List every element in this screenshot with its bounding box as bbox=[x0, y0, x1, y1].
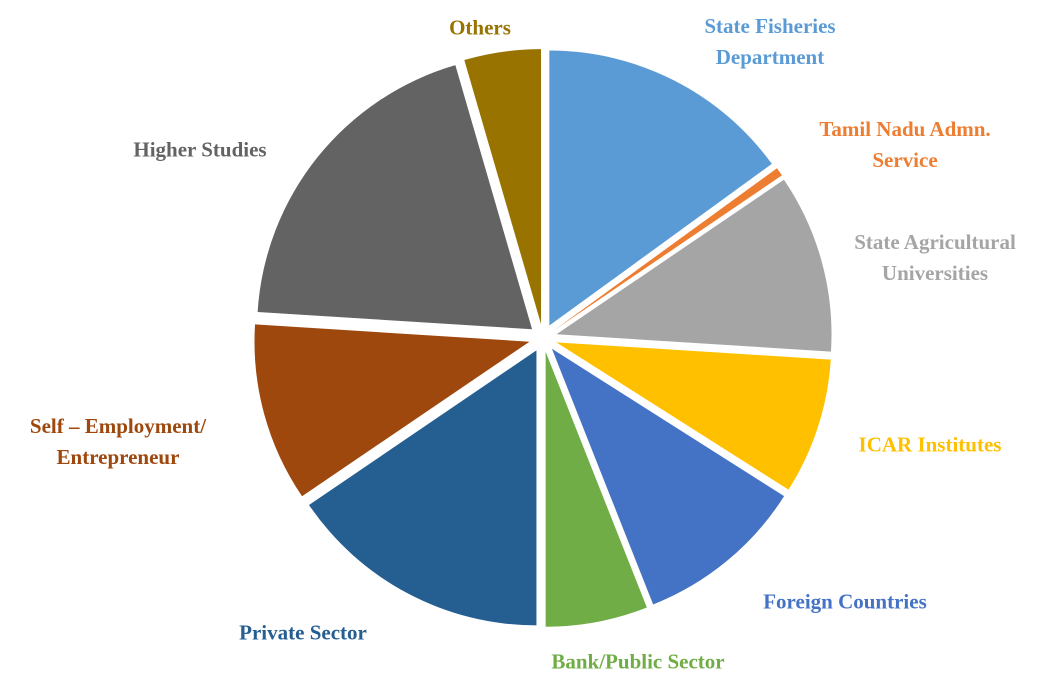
slice-label: Tamil Nadu Admn. Service bbox=[819, 117, 991, 172]
pie-slice bbox=[556, 342, 831, 490]
slice-label: State Fisheries Department bbox=[704, 14, 836, 69]
slice-label: Others bbox=[449, 15, 511, 40]
pie-slice bbox=[549, 50, 772, 326]
pie-slice bbox=[545, 351, 647, 627]
slice-label: Higher Studies bbox=[133, 137, 267, 162]
pie-slice bbox=[551, 348, 785, 605]
pie-slice bbox=[464, 49, 542, 325]
pie-slice bbox=[309, 350, 537, 626]
pie-slice bbox=[254, 324, 530, 497]
slice-label: Self – Employment/ Entrepreneur bbox=[29, 414, 207, 469]
pie-slice bbox=[556, 179, 832, 352]
slice-label: Foreign Countries bbox=[763, 589, 927, 614]
slice-label: ICAR Institutes bbox=[858, 432, 1002, 457]
slice-label: Private Sector bbox=[239, 620, 367, 645]
slice-label: State Agricultural Universities bbox=[854, 230, 1016, 285]
pie-slice bbox=[257, 65, 533, 330]
slice-label: Bank/Public Sector bbox=[551, 649, 725, 674]
pie-slice bbox=[554, 168, 782, 330]
